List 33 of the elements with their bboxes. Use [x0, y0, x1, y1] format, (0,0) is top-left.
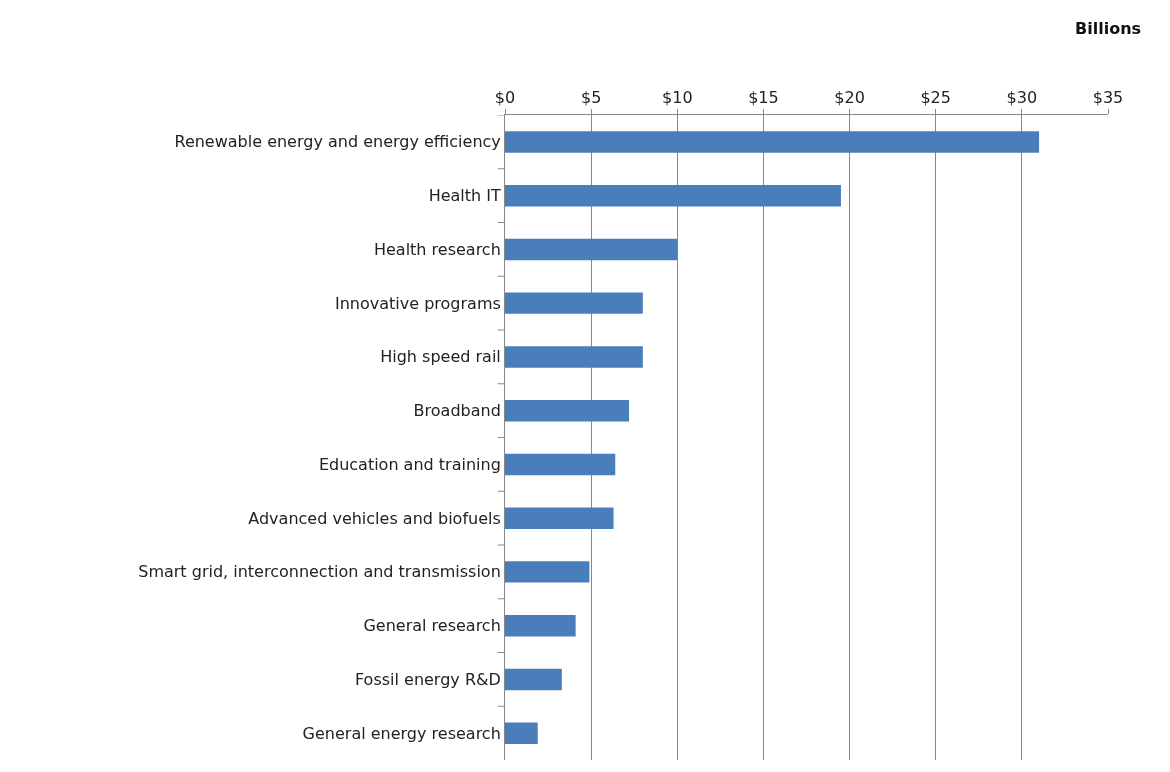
bar [505, 292, 643, 314]
x-tick-label: $0 [494, 87, 516, 107]
bar [505, 722, 538, 744]
x-tick-label: $30 [1006, 87, 1038, 107]
y-tick-label: General energy research [302, 723, 501, 743]
bar [505, 399, 630, 422]
x-tick-label: $5 [580, 87, 602, 107]
bar [505, 453, 616, 476]
x-tick-label: $10 [662, 87, 693, 107]
x-tick-label: $35 [1092, 87, 1124, 107]
x-axis-title: Billions [1075, 19, 1142, 38]
y-tick-label: Broadband [413, 401, 501, 421]
y-tick-label: Fossil energy R&D [354, 669, 501, 689]
bar [505, 614, 576, 637]
bar [505, 346, 643, 368]
bar [505, 184, 841, 207]
x-tick-label: $15 [748, 87, 779, 107]
y-tick-label: Innovative programs [334, 293, 501, 313]
y-tick-label: General research [363, 616, 501, 636]
bar [505, 668, 562, 691]
y-tick-label: Advanced vehicles and biofuels [248, 508, 501, 528]
y-tick-label: Health research [373, 239, 501, 259]
y-tick-label: Smart grid, interconnection and transmission [138, 562, 501, 582]
y-tick-label: Health IT [428, 186, 502, 206]
y-tick-label: Renewable energy and energy efficiency [174, 132, 501, 152]
y-tick-label: High speed rail [380, 347, 501, 367]
x-tick-label: $20 [834, 87, 865, 107]
x-tick-label: $25 [920, 87, 951, 107]
bar [505, 131, 1040, 153]
bar [505, 507, 614, 529]
bar [505, 561, 590, 583]
bar [505, 238, 678, 261]
y-tick-label: Education and training [318, 454, 501, 474]
